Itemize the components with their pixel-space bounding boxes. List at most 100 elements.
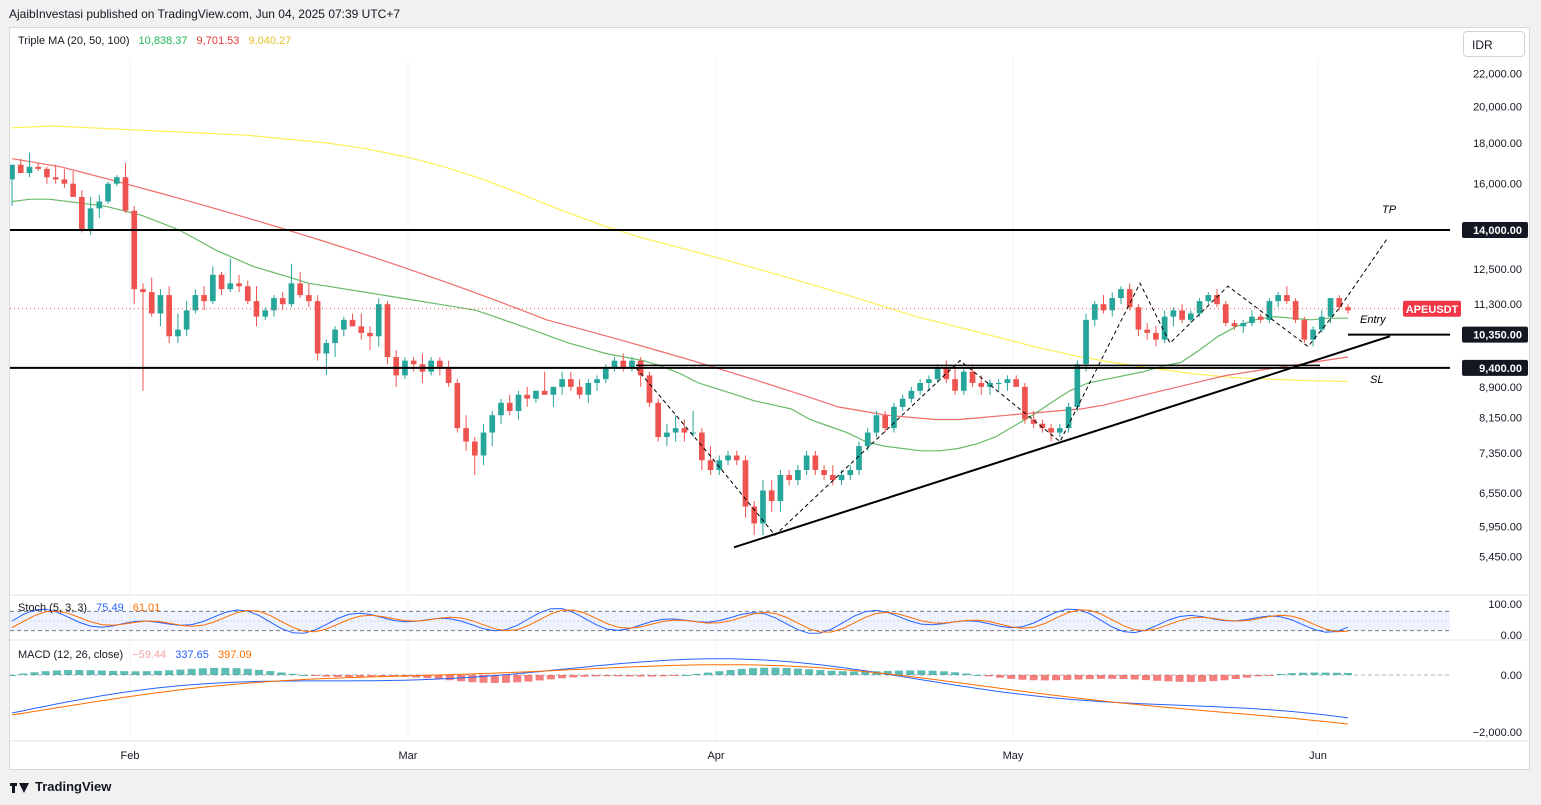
candle-body (367, 332, 373, 337)
candle-body (882, 415, 889, 429)
candle-body (209, 274, 216, 302)
candle-body (611, 360, 618, 368)
candle-body (358, 326, 365, 333)
chart-svg[interactable]: TP Entry SL 22,000.00 20,000.00 18,000.00 16,… (8, 28, 1529, 769)
candle-body (323, 343, 330, 354)
candle-body (297, 283, 303, 296)
candle-body (35, 166, 42, 169)
candle-body (934, 367, 941, 380)
candle-body (454, 382, 461, 429)
candle-body (96, 201, 103, 209)
candle-body (17, 164, 24, 174)
candle-body (157, 295, 164, 314)
macd-histogram-bar (97, 670, 106, 675)
macd-histogram-bar (591, 675, 600, 677)
macd-histogram-bar (760, 667, 769, 675)
candle-body (1048, 428, 1054, 433)
macd-histogram-bar (1097, 675, 1106, 679)
candle-body (1004, 379, 1011, 383)
macd-histogram-bar (1018, 675, 1027, 680)
trendline (733, 335, 1391, 549)
macd-histogram-bar (277, 672, 286, 675)
candle-body (960, 371, 967, 391)
macd-histogram-bar (546, 675, 555, 680)
candle-body (1030, 419, 1037, 424)
candle-body (707, 460, 714, 471)
macd-histogram-bar (928, 670, 937, 675)
macd-legend: MACD (12, 26, close) −59.44 337.65 397.0… (18, 649, 258, 661)
macd-histogram-bar (894, 670, 903, 675)
macd-pane: 0.00 −2,000.00 (8, 658, 1522, 739)
macd-histogram-bar (501, 675, 510, 683)
macd-histogram-bar (412, 675, 421, 678)
macd-histogram-bar (1254, 675, 1263, 677)
candle-body (899, 398, 906, 407)
candles (9, 152, 1351, 536)
price-label-badge (1462, 221, 1528, 238)
macd-histogram-bar (479, 675, 488, 683)
candle-body (1266, 301, 1273, 320)
macd-histogram-bar (243, 668, 252, 675)
macd-histogram-bar (1332, 672, 1341, 675)
candle-body (541, 390, 548, 395)
macd-histogram-bar (1074, 675, 1083, 680)
macd-histogram-bar (109, 670, 118, 675)
macd-histogram-bar (939, 671, 948, 675)
macd-hist-value: −59.44 (132, 649, 167, 661)
candle-body (1318, 316, 1325, 330)
candle-body (61, 179, 68, 184)
macd-histogram-bar (333, 675, 342, 677)
candle-body (480, 432, 487, 456)
macd-histogram-bar (1310, 672, 1319, 675)
ma100-line (11, 125, 1349, 383)
stoch-d-value: 61.01 (132, 602, 161, 614)
price-tick: 16,000.00 (1473, 179, 1522, 191)
macd-histogram-bar (210, 667, 219, 675)
candle-body (777, 475, 784, 502)
price-tick: 11,300.00 (1474, 299, 1522, 311)
macd-histogram-bar (468, 675, 477, 683)
moving-averages (11, 125, 1349, 452)
macd-histogram-bar (1153, 675, 1162, 681)
price-tick: 20,000.00 (1473, 101, 1522, 113)
chart-area[interactable]: TP Entry SL 22,000.00 20,000.00 18,000.00 16,… (8, 27, 1530, 770)
candle-body (340, 319, 347, 330)
macd-histogram-bar (1063, 675, 1072, 680)
macd-histogram-bar (120, 671, 129, 675)
stoch-tick: 100.00 (1488, 599, 1522, 611)
candle-body (725, 455, 731, 461)
macd-histogram-bar (1007, 675, 1016, 679)
candle-body (812, 455, 819, 471)
ma50-value: 9,701.53 (196, 35, 240, 47)
candle-body (1179, 310, 1185, 320)
macd-histogram-bar (367, 675, 376, 677)
candle-body (917, 382, 923, 391)
candle-body (672, 428, 679, 433)
candle-body (768, 490, 775, 502)
candle-body (175, 329, 181, 337)
candle-body (140, 289, 146, 293)
macd-histogram-bar (1119, 675, 1128, 680)
macd-histogram-bar (1130, 675, 1139, 680)
candle-body (655, 402, 662, 438)
sl-label: SL (1370, 374, 1383, 386)
currency-selector[interactable]: IDR (1463, 31, 1525, 57)
macd-histogram-bar (142, 671, 151, 675)
candle-body (1065, 406, 1072, 429)
ma50-line (11, 158, 1349, 421)
candle-body (306, 295, 312, 302)
macd-histogram-bar (30, 672, 39, 675)
candle-body (847, 470, 854, 476)
candle-body (1144, 329, 1151, 333)
candle-body (332, 329, 338, 344)
candle-body (698, 432, 705, 461)
candle-body (1214, 295, 1220, 305)
candle-body (1135, 307, 1142, 330)
candle-body (786, 475, 792, 481)
macd-histogram-bar (75, 669, 84, 675)
price-label: 9,400.00 (1479, 363, 1522, 375)
macd-histogram-bar (1242, 675, 1251, 678)
macd-histogram-bar (1276, 673, 1285, 675)
macd-histogram-bar (704, 672, 713, 675)
candle-body (236, 283, 242, 287)
